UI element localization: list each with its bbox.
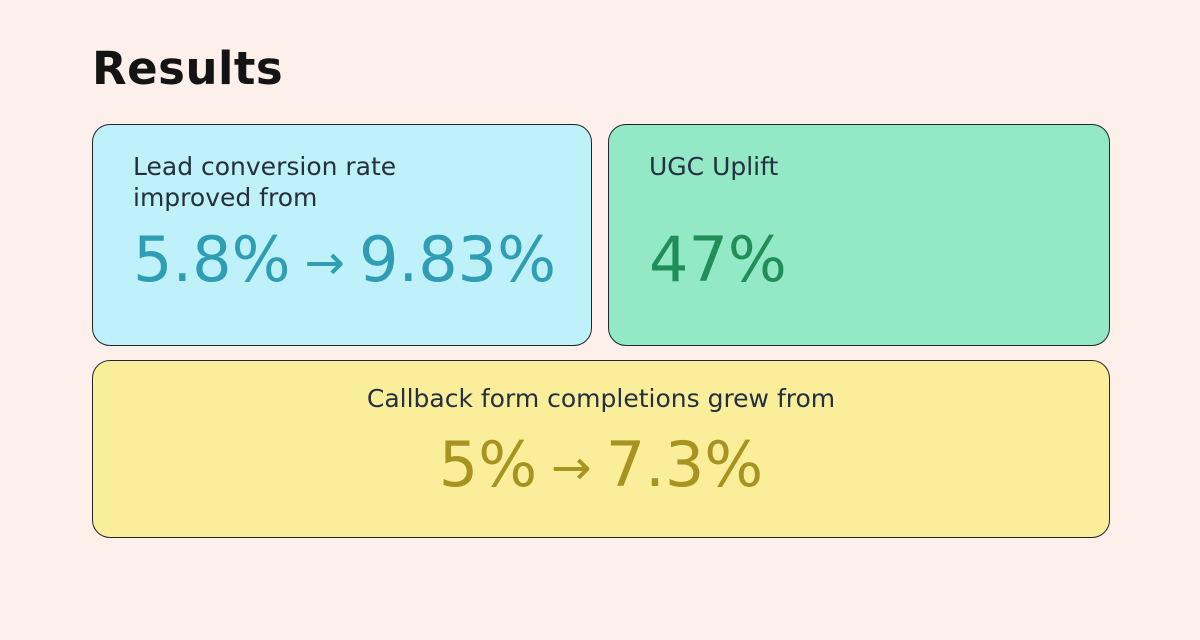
metric-value: 47% bbox=[649, 223, 787, 296]
arrow-right-icon: → bbox=[304, 234, 346, 291]
metric-value-to: 9.83% bbox=[359, 223, 557, 296]
metric-label-line: Callback form completions grew from bbox=[366, 384, 836, 413]
metric-label: Lead conversion rate improved from bbox=[133, 151, 551, 213]
metric-value-from: 5.8% bbox=[133, 223, 291, 296]
metric-value-to: 7.3% bbox=[605, 428, 764, 501]
arrow-right-icon: → bbox=[551, 439, 592, 496]
metric-card-ugc-uplift: UGC Uplift 47% bbox=[608, 124, 1110, 346]
metric-value: 5% → 7.3% bbox=[133, 434, 1069, 496]
metric-label-line: improved from bbox=[133, 183, 318, 212]
metric-card-callback-form: Callback form completions grew from 5% → 7… bbox=[92, 360, 1110, 538]
metric-label: Callback form completions grew from bbox=[133, 383, 1069, 414]
metric-label-line: Lead conversion rate bbox=[133, 152, 397, 181]
metric-label-line: UGC Uplift bbox=[649, 152, 779, 181]
metric-value: 5.8% → 9.83% bbox=[133, 229, 556, 291]
metric-label: UGC Uplift bbox=[649, 151, 1069, 213]
page-title: Results bbox=[92, 42, 284, 95]
metric-value-from: 5% bbox=[438, 428, 538, 501]
metric-card-lead-conversion: Lead conversion rate improved from 5.8% →… bbox=[92, 124, 592, 346]
